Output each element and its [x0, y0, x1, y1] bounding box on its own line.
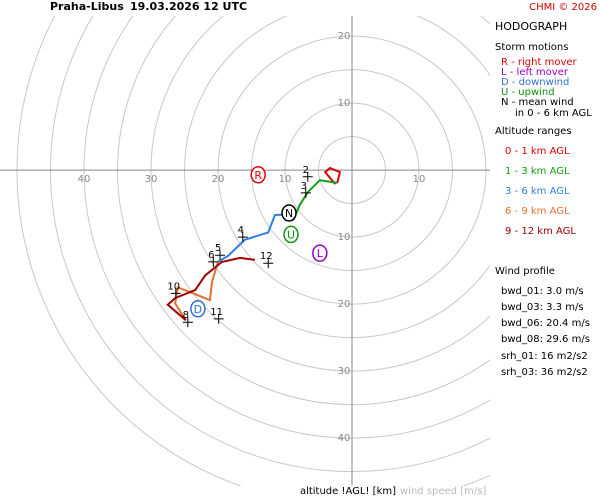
storm-marker — [312, 244, 328, 262]
legend-entry: 3 - 6 km AGL — [505, 186, 570, 197]
y-tick-label: 30 — [338, 366, 351, 377]
height-label: 8 — [183, 310, 189, 321]
height-cross — [182, 317, 193, 328]
x-axis-label: altitude !AGL! [km] — [300, 486, 396, 497]
date: 19.03.2026 12 UTC — [130, 0, 247, 13]
wind-profile: bwd_03: 3.3 m/s — [501, 302, 584, 313]
wind-profile: bwd_06: 20.4 m/s — [501, 318, 590, 329]
storm-marker — [190, 300, 206, 318]
storm-letter: R — [254, 169, 262, 182]
height-label: 10 — [167, 281, 180, 292]
hodograph-trace — [166, 256, 255, 321]
altitude-title: Altitude ranges — [495, 126, 572, 137]
panel-title: HODOGRAPH — [495, 20, 567, 33]
x-tick-label: 20 — [212, 174, 225, 185]
storm-marker — [250, 166, 266, 184]
station: Praha-Libus — [50, 0, 124, 13]
height-cross — [263, 258, 274, 269]
hodograph-trace — [323, 166, 342, 185]
y-tick-label: 10 — [338, 98, 351, 109]
storm-title: Storm motions — [495, 42, 568, 53]
height-cross — [302, 171, 313, 182]
height-cross — [237, 232, 248, 243]
x-tick-label: 10 — [279, 174, 292, 185]
y-tick-label: 10 — [338, 232, 351, 243]
storm-letter: N — [285, 207, 293, 220]
legend-entry: 6 - 9 km AGL — [505, 206, 570, 217]
x-tick-label: 40 — [78, 174, 91, 185]
height-label: 5 — [215, 243, 221, 254]
mean-wind-note: in 0 - 6 km AGL — [515, 108, 592, 119]
height-label: 12 — [260, 251, 273, 262]
height-cross — [213, 313, 224, 324]
storm-legend: U - upwind — [501, 87, 555, 98]
height-cross — [215, 250, 226, 261]
height-label: 6 — [208, 250, 214, 261]
storm-marker — [283, 225, 299, 244]
x-tick-label: 30 — [145, 174, 158, 185]
storm-letter: U — [287, 228, 295, 241]
storm-marker — [281, 204, 297, 222]
legend-entry: 0 - 1 km AGL — [505, 146, 570, 157]
wind-profile: bwd_08: 29.6 m/s — [501, 334, 590, 345]
storm-legend: N - mean wind — [501, 97, 574, 108]
height-cross — [300, 187, 311, 198]
storm-letter: L — [317, 247, 324, 260]
hodograph-trace — [217, 213, 294, 263]
legend-entry: 1 - 3 km AGL — [505, 166, 570, 177]
hodograph-trace — [292, 179, 338, 221]
storm-legend: R - right mover — [501, 57, 578, 68]
height-label: 2 — [303, 165, 309, 176]
y-axis-label: wind speed [m/s] — [400, 486, 486, 497]
storm-legend: D - downwind — [501, 77, 569, 88]
storm-letter: D — [194, 303, 202, 316]
height-cross — [170, 288, 181, 299]
storm-legend: L - left mover — [501, 67, 569, 78]
overlay: 0 - 1 km AGL 1 - 3 km AGL 3 - 6 km AGL 6 - … — [166, 57, 590, 378]
y-tick-label: 20 — [338, 299, 351, 310]
helicity: srh_03: 36 m2/s2 — [501, 367, 588, 378]
height-cross — [208, 256, 219, 267]
height-label: 4 — [238, 225, 244, 236]
wind-profile: bwd_01: 3.0 m/s — [501, 286, 584, 297]
y-tick-label: 40 — [338, 433, 351, 444]
y-tick-label: 20 — [338, 31, 351, 42]
helicity: srh_01: 16 m2/s2 — [501, 351, 588, 362]
x-tick-label: 10 — [413, 174, 426, 185]
profile-title: Wind profile — [495, 266, 555, 277]
credit: CHMI © 2026 — [529, 2, 597, 13]
legend-entry: 9 - 12 km AGL — [505, 226, 576, 237]
height-label: 3 — [301, 181, 307, 192]
height-label: 11 — [210, 307, 223, 318]
